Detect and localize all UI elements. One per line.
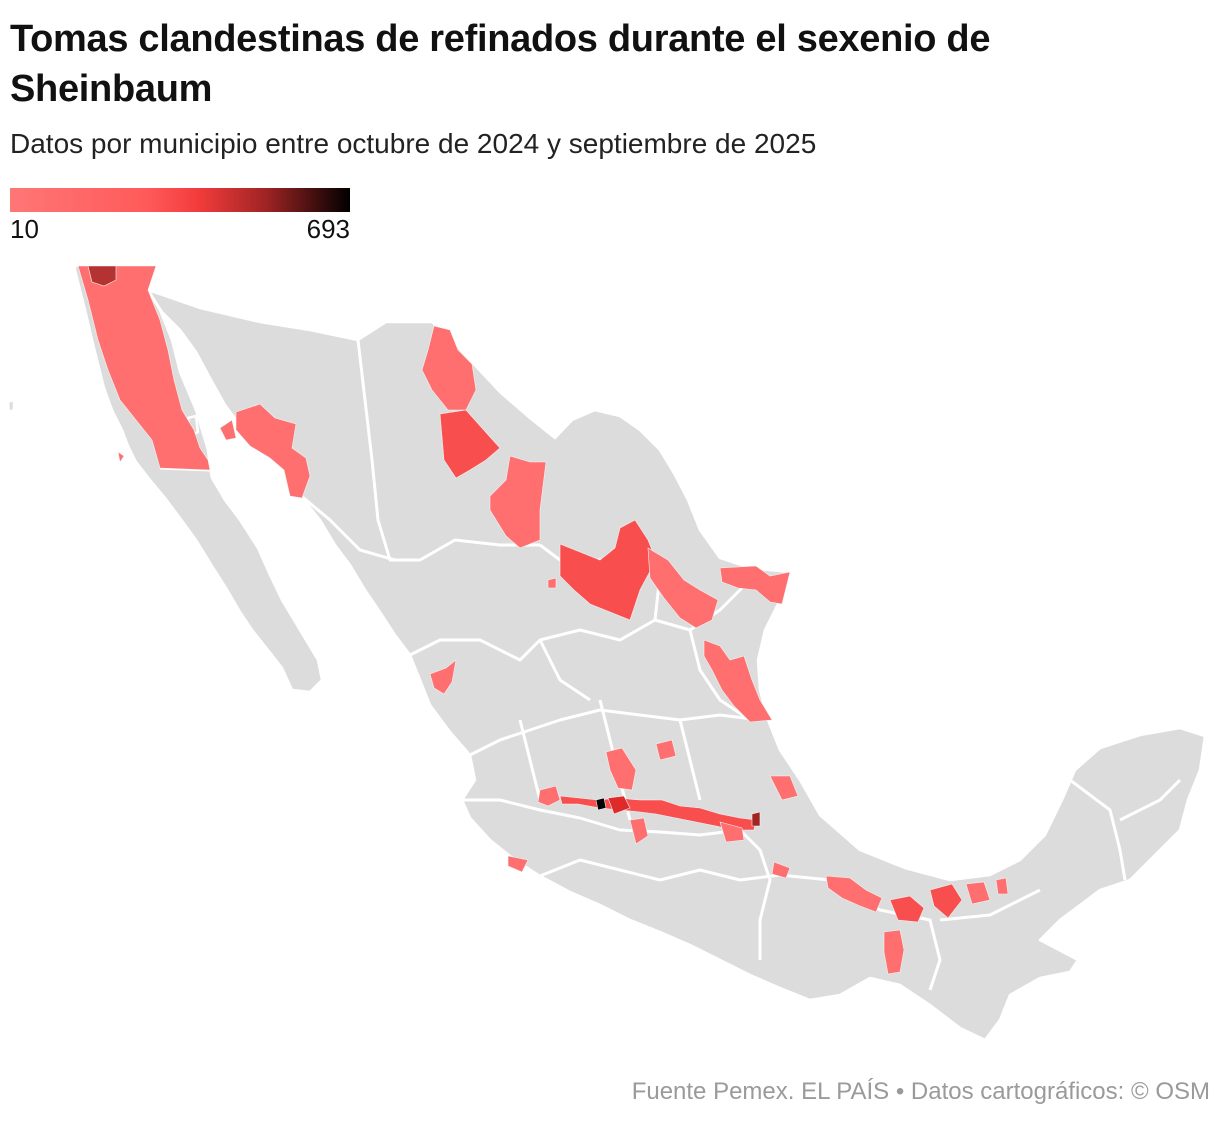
mainland-mexico xyxy=(146,288,1207,1042)
municipality-puebla-south xyxy=(771,861,791,879)
source-credit: Fuente Pemex. EL PAÍS • Datos cartográfi… xyxy=(631,1078,1210,1105)
legend-min-label: 10 xyxy=(10,214,39,244)
municipality-tabasco-east xyxy=(995,877,1009,895)
municipality-salamanca xyxy=(607,795,631,815)
color-legend: 10 693 xyxy=(10,188,350,244)
municipality-baja-norte xyxy=(77,265,211,471)
municipality-chihuahua-capital xyxy=(439,409,501,479)
municipality-bc-small xyxy=(117,451,125,463)
municipality-tamaulipas-center xyxy=(703,639,773,723)
municipality-layer xyxy=(77,265,1009,975)
municipality-tijuana-mexicali xyxy=(87,265,117,287)
municipality-michoacan xyxy=(629,817,649,845)
legend-gradient-bar xyxy=(10,188,350,212)
municipality-tamaulipas-north xyxy=(719,565,791,605)
legend-max-label: 693 xyxy=(306,214,350,244)
municipality-sonora-west xyxy=(219,419,237,441)
municipality-bajio-corridor xyxy=(559,795,757,831)
mexico-choropleth-map xyxy=(6,264,1207,1042)
municipality-hidalgo-tula xyxy=(751,811,761,827)
municipality-max-tap xyxy=(595,797,607,811)
island-socorro xyxy=(6,398,16,414)
municipality-veracruz-north xyxy=(769,775,799,801)
chart-subtitle: Datos por municipio entre octubre de 202… xyxy=(10,128,817,159)
municipality-veracruz-south xyxy=(825,875,883,913)
municipality-sinaloa-mazatlan xyxy=(429,659,457,695)
municipality-tabasco xyxy=(965,881,991,905)
municipality-coahuila-small xyxy=(547,577,557,589)
municipality-puebla xyxy=(719,821,745,843)
municipality-jalisco-guadalajara xyxy=(537,785,561,807)
municipality-minatitlan xyxy=(889,895,925,923)
municipality-sonora-hermosillo xyxy=(235,403,311,499)
municipality-oaxaca-isthmus xyxy=(883,929,905,975)
municipality-guanajuato-north xyxy=(605,747,637,791)
municipality-coatzacoalcos xyxy=(929,883,963,919)
municipality-nl-east xyxy=(647,547,719,629)
municipality-colima xyxy=(507,855,529,873)
municipality-chihuahua-south xyxy=(489,455,547,549)
municipality-queretaro-north xyxy=(655,739,677,761)
chart-title: Tomas clandestinas de refinados durante … xyxy=(10,18,991,110)
